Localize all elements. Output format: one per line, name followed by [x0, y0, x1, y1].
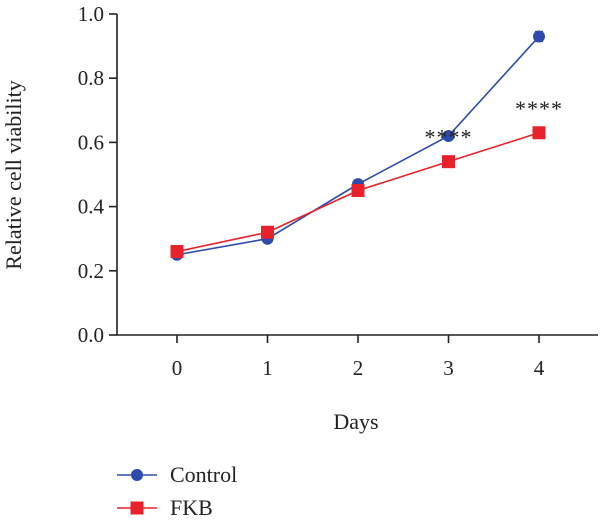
data-point [442, 155, 455, 169]
series-fkb [170, 126, 546, 259]
data-point [261, 225, 274, 239]
significance-label: **** [425, 125, 473, 150]
data-point [533, 30, 545, 43]
data-point [532, 126, 546, 140]
data-point [351, 184, 365, 198]
x-tick-label: 3 [443, 356, 454, 380]
x-axis: 0 1 2 3 4 [117, 334, 598, 380]
y-tick-label: 0.4 [78, 195, 105, 219]
series-line [176, 35, 540, 256]
y-axis-label: Relative cell viability [1, 80, 26, 269]
y-axis: 0.0 0.2 0.4 0.6 0.8 1.0 [78, 2, 118, 347]
x-tick-label: 1 [262, 356, 273, 380]
y-tick-label: 0.0 [78, 323, 104, 347]
x-axis-label: Days [333, 409, 378, 434]
series-control [171, 30, 545, 261]
y-tick-label: 0.8 [78, 66, 104, 90]
y-tick-label: 0.6 [78, 130, 104, 154]
legend-label: Control [170, 462, 237, 487]
legend-marker [130, 501, 144, 515]
data-point [442, 129, 455, 142]
y-tick-label: 1.0 [78, 2, 104, 26]
legend-marker [131, 469, 143, 481]
x-tick-label: 4 [534, 356, 545, 380]
data-point [170, 245, 184, 259]
legend-item-fkb: FKB [117, 495, 213, 520]
x-tick-label: 0 [172, 356, 183, 380]
y-tick-label: 0.2 [78, 259, 104, 283]
plot-area: **** **** [170, 30, 563, 261]
significance-label: **** [515, 96, 563, 121]
legend-item-control: Control [117, 462, 237, 487]
x-tick-label: 2 [353, 356, 364, 380]
legend-label: FKB [170, 495, 213, 520]
legend: Control FKB [117, 462, 237, 520]
